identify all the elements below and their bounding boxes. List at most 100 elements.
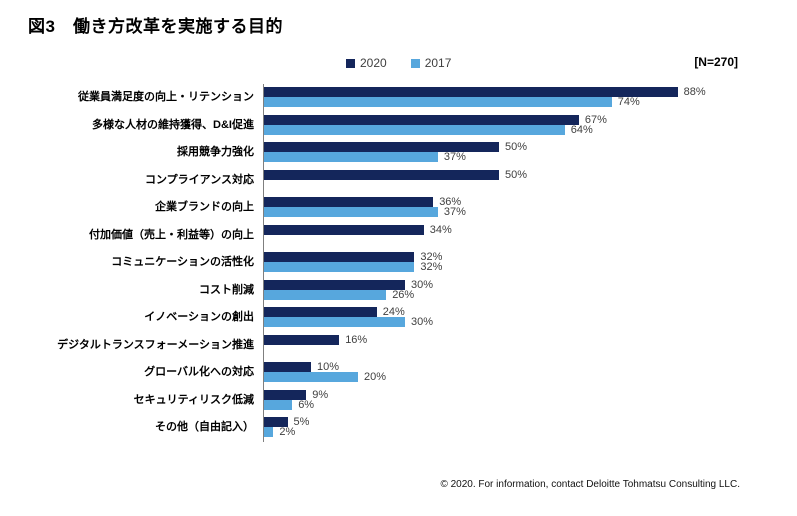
bar-2020 <box>264 169 499 180</box>
bar-line-2020: 16% <box>264 334 797 345</box>
plot-area: 24% 30% <box>263 304 797 332</box>
legend: 2020 2017 <box>346 56 451 70</box>
chart-row: コンプライアンス対応 50% <box>0 166 797 194</box>
bar-line-2020: 30% <box>264 278 797 291</box>
value-label-2017: 37% <box>443 151 466 163</box>
category-label: 従業員満足度の向上・リテンション <box>78 91 254 104</box>
category-label: 企業ブランドの向上 <box>155 201 254 214</box>
category-label: セキュリティリスク低減 <box>133 393 254 406</box>
chart-row: 多様な人材の維持獲得、D&I促進 67% 64% <box>0 111 797 139</box>
chart-row: デジタルトランスフォーメーション推進 16% <box>0 331 797 359</box>
bar-line-2020: 36% <box>264 196 797 208</box>
plot-area: 10% 20% <box>263 359 797 387</box>
bar-line-2017: 2% <box>264 426 797 438</box>
bar-line-2017 <box>264 235 797 245</box>
value-label-2020: 5% <box>293 416 310 428</box>
category-label: その他（自由記入） <box>155 421 254 434</box>
bar-2017 <box>264 289 387 300</box>
category-label: コスト削減 <box>199 283 254 296</box>
bar-line-2017: 64% <box>264 123 797 136</box>
bar-line-2017: 30% <box>264 316 797 328</box>
plot-area: 9% 6% <box>263 386 797 414</box>
plot-area: 32% 32% <box>263 249 797 277</box>
bar-chart: 従業員満足度の向上・リテンション 88% 74% 多様な人材の維持獲得、D&I促進 67… <box>0 84 797 442</box>
bar-line-2017: 20% <box>264 372 797 383</box>
value-label-2020: 10% <box>317 361 340 373</box>
legend-label-2020: 2020 <box>360 56 387 70</box>
value-label-2020: 30% <box>411 278 434 291</box>
chart-row: イノベーションの創出 24% 30% <box>0 304 797 332</box>
chart-row: 企業ブランドの向上 36% 37% <box>0 194 797 222</box>
plot-area: 30% 26% <box>263 276 797 304</box>
value-label-2020: 32% <box>420 251 443 263</box>
plot-area: 88% 74% <box>263 84 797 112</box>
chart-row: その他（自由記入） 5% 2% <box>0 414 797 442</box>
bar-line-2020: 50% <box>264 168 797 181</box>
chart-row: 付加価値（売上・利益等）の向上 34% <box>0 221 797 249</box>
legend-swatch-2017 <box>410 58 420 68</box>
bar-line-2020: 24% <box>264 306 797 318</box>
value-label-2020: 36% <box>439 196 462 208</box>
bar-2017 <box>264 372 358 382</box>
bar-line-2020: 9% <box>264 388 797 401</box>
bar-line-2017: 37% <box>264 151 797 163</box>
value-label-2020: 9% <box>312 388 329 401</box>
category-label: 採用競争力強化 <box>177 146 254 159</box>
value-label-2017: 2% <box>279 426 296 438</box>
bar-2017 <box>264 207 438 217</box>
chart-row: グローバル化への対応 10% 20% <box>0 359 797 387</box>
bar-line-2017 <box>264 345 797 355</box>
bar-line-2020: 32% <box>264 251 797 263</box>
plot-area: 36% 37% <box>263 194 797 222</box>
legend-label-2017: 2017 <box>424 56 452 70</box>
bar-line-2020: 10% <box>264 361 797 373</box>
value-label-2020: 88% <box>683 86 706 98</box>
bar-line-2020: 34% <box>264 223 797 236</box>
bar-2020 <box>264 252 415 262</box>
bar-2017 <box>264 124 565 135</box>
value-label-2017: 64% <box>570 123 593 136</box>
value-label-2017: 6% <box>298 398 315 411</box>
plot-area: 67% 64% <box>263 111 797 139</box>
bar-2020 <box>264 307 377 317</box>
value-label-2020: 67% <box>584 113 607 126</box>
bar-2020 <box>264 279 405 290</box>
category-label: 付加価値（売上・利益等）の向上 <box>89 228 254 241</box>
bar-line-2017 <box>264 180 797 190</box>
plot-area: 5% 2% <box>263 414 797 442</box>
bar-2020 <box>264 417 288 427</box>
chart-row: セキュリティリスク低減 9% 6% <box>0 386 797 414</box>
figure-title: 図3 働き方改革を実施する目的 <box>28 17 283 36</box>
value-label-2020: 24% <box>382 306 405 318</box>
bar-line-2017: 6% <box>264 398 797 411</box>
bar-line-2017: 74% <box>264 96 797 108</box>
bar-2020 <box>264 114 579 125</box>
plot-area: 50% <box>263 166 797 194</box>
value-label-2020: 50% <box>505 168 528 181</box>
bar-line-2017: 26% <box>264 288 797 301</box>
category-label: デジタルトランスフォーメーション推進 <box>57 338 254 351</box>
value-label-2020: 34% <box>429 223 452 236</box>
bar-2020 <box>264 362 311 372</box>
plot-area: 34% <box>263 221 797 249</box>
value-label-2017: 26% <box>392 288 415 301</box>
chart-row: コスト削減 30% 26% <box>0 276 797 304</box>
bar-line-2020: 5% <box>264 416 797 428</box>
category-label: グローバル化への対応 <box>144 366 254 379</box>
plot-area: 16% <box>263 331 797 359</box>
bar-line-2020: 67% <box>264 113 797 126</box>
category-label: イノベーションの創出 <box>144 311 254 324</box>
value-label-2017: 30% <box>411 316 434 328</box>
bar-2017 <box>264 152 438 162</box>
value-label-2017: 32% <box>420 261 443 273</box>
bar-2017 <box>264 97 612 107</box>
value-label-2017: 74% <box>617 96 640 108</box>
chart-row: コミュニケーションの活性化 32% 32% <box>0 249 797 277</box>
chart-row: 従業員満足度の向上・リテンション 88% 74% <box>0 84 797 112</box>
category-label: 多様な人材の維持獲得、D&I促進 <box>92 118 254 131</box>
bar-2020 <box>264 334 340 345</box>
bar-2020 <box>264 197 434 207</box>
value-label-2020: 50% <box>505 141 528 153</box>
sample-size-label: [N=270] <box>694 55 738 69</box>
